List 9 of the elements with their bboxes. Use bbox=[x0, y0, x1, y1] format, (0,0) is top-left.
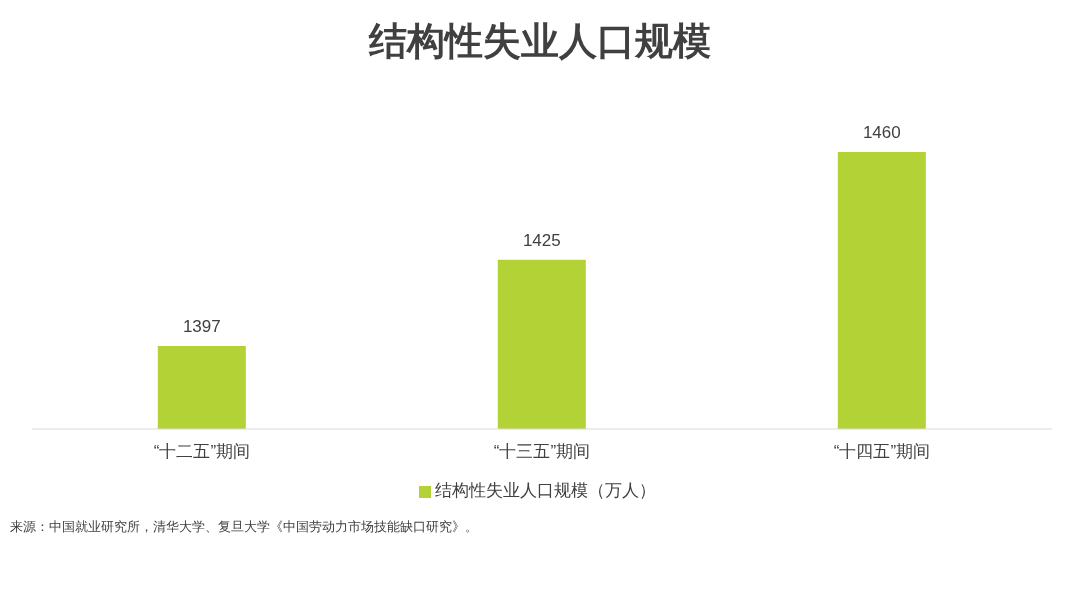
x-tick-label: “十四五”期间 bbox=[833, 442, 931, 462]
data-label: 1460 bbox=[862, 123, 901, 142]
chart-title: 结构性失业人口规模 bbox=[367, 19, 712, 64]
data-label: 1397 bbox=[182, 316, 221, 336]
x-tick-label: “十三五”期间 bbox=[493, 442, 591, 462]
legend-label: 结构性失业人口规模（万人） bbox=[434, 481, 656, 500]
data-label: 1425 bbox=[522, 230, 561, 250]
x-tick-label: “十二五”期间 bbox=[153, 442, 251, 462]
source-note: 来源：中国就业研究所，清华大学、复旦大学《中国劳动力市场技能缺口研究》。 bbox=[10, 518, 479, 536]
